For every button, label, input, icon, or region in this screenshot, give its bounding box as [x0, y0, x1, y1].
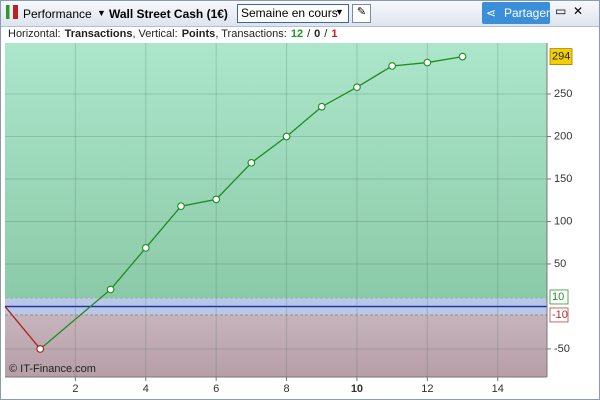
x-tick-label: 4: [143, 383, 149, 395]
info-part: Horizontal:: [8, 28, 61, 40]
y-tick-label: 200: [554, 130, 572, 142]
instrument-button[interactable]: Wall Street Cash (1€): [109, 7, 228, 21]
point-marker: [388, 62, 396, 70]
series-line: [39, 55, 463, 350]
info-part: 1: [331, 28, 337, 40]
info-part: 12: [291, 28, 303, 40]
level-label: -10: [552, 309, 568, 321]
last-value-label: 294: [552, 51, 570, 63]
lower-band: [5, 314, 547, 377]
upper-band: [5, 43, 547, 298]
close-button[interactable]: ✕: [573, 4, 584, 18]
point-marker: [317, 102, 326, 111]
y-tick-label: 100: [554, 215, 572, 227]
info-part: /: [307, 28, 311, 40]
app-icon: [6, 5, 18, 19]
toolbar: Performance ▼ Wall Street Cash (1€) Sema…: [1, 1, 599, 27]
last-value-box: [549, 48, 573, 65]
dropdown-arrow: ▼: [97, 8, 106, 18]
y-tick-label: 50: [554, 258, 566, 270]
x-tick-label: 8: [283, 383, 289, 395]
point-marker: [458, 52, 467, 61]
period-text: Semaine en cours: [241, 6, 338, 20]
level-label: 10: [552, 291, 564, 303]
level-box: [549, 307, 569, 323]
share-text: Partager: [504, 6, 551, 20]
info-part: Transactions: [65, 28, 133, 40]
point-marker: [282, 132, 291, 141]
point-marker: [36, 345, 45, 353]
x-tick-label: 14: [492, 383, 504, 395]
series-line: [4, 306, 41, 350]
point-marker: [212, 195, 221, 204]
point-marker: [353, 83, 361, 92]
point-marker: [141, 243, 150, 252]
info-text: Horizontal: Transactions, Vertical: Points…: [8, 28, 337, 40]
info-part: Points: [182, 28, 216, 40]
info-line: Horizontal: Transactions, Vertical: Points…: [8, 28, 337, 40]
share-icon: ⋖: [486, 6, 497, 20]
info-part: , Transactions:: [215, 28, 287, 40]
x-tick-label: 12: [421, 383, 433, 395]
copyright: © IT-Finance.com: [9, 363, 96, 375]
app-button[interactable]: Performance: [23, 7, 92, 21]
period-select[interactable]: Semaine en cours ▼: [237, 4, 349, 23]
point-marker: [247, 158, 256, 167]
y-tick-label: 250: [554, 88, 572, 100]
info-part: /: [324, 28, 328, 40]
share-button[interactable]: ⋖ Partager: [482, 2, 550, 24]
y-tick-label: 150: [554, 173, 572, 185]
level-box: [549, 289, 569, 305]
point-marker: [177, 202, 185, 211]
x-tick-label: 6: [213, 383, 219, 395]
y-tick-label: -50: [554, 343, 570, 355]
select-arrow: ▼: [335, 7, 344, 17]
settings-button[interactable]: ✎: [352, 4, 371, 23]
info-part: , Vertical:: [132, 28, 177, 40]
x-tick-label: 10: [351, 383, 363, 395]
point-marker: [423, 58, 432, 67]
minimize-button[interactable]: ▭: [555, 4, 567, 18]
point-marker: [106, 285, 115, 294]
info-part: 0: [314, 28, 320, 40]
x-tick-label: 2: [72, 383, 78, 395]
